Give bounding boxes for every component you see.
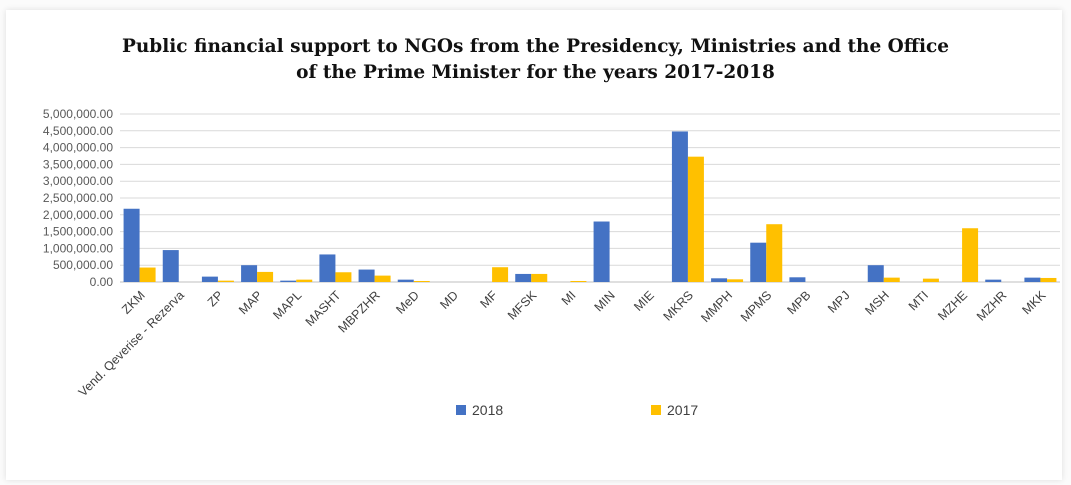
bar-2017-mbpzhr: [374, 275, 391, 282]
x-category-label: MZHE: [935, 288, 970, 323]
bar-2017-masht: [335, 272, 352, 282]
bar-2017-msh: [883, 277, 900, 282]
x-category-label: MD: [437, 288, 461, 312]
bar-2018-msh: [867, 265, 884, 282]
x-category-label: MZHR: [974, 288, 1009, 323]
bar-2018-zkm: [123, 208, 140, 282]
x-category-label: MKK: [1019, 288, 1049, 318]
bar-2017-mpms: [766, 224, 783, 282]
x-category-label: MBPZHR: [335, 288, 382, 335]
y-tick-label: 3,500,000.00: [43, 157, 113, 171]
bar-2018-mpms: [750, 242, 767, 282]
bars: [123, 131, 1057, 282]
x-category-label: MSH: [862, 288, 892, 318]
x-category-label: MMPH: [698, 288, 735, 325]
bar-2018-mmph: [711, 278, 728, 282]
bar-2018-mkrs: [671, 131, 688, 282]
bar-2018-map: [241, 265, 258, 282]
legend-label-2017: 2017: [667, 402, 698, 418]
x-category-label: MAP: [236, 288, 265, 317]
chart-title-line-2: of the Prime Minister for the years 2017…: [296, 62, 775, 83]
x-category-label: MIE: [631, 288, 657, 314]
legend: 2018 2017: [456, 402, 698, 418]
bar-2018-min: [593, 221, 610, 282]
bar-2017-mkrs: [687, 156, 704, 282]
legend-label-2018: 2018: [472, 402, 503, 418]
x-category-label: ZP: [205, 288, 226, 309]
bar-2017-map: [257, 271, 274, 282]
bar-2018-mpb: [789, 277, 806, 282]
y-tick-label: 3,000,000.00: [43, 174, 113, 188]
y-axis-ticks: 0.00 500,000.00 1,000,000.00 1,500,000.00 2,…: [43, 107, 113, 289]
y-tick-label: 500,000.00: [53, 258, 113, 272]
x-category-label: MKRS: [661, 288, 696, 323]
y-tick-label: 5,000,000.00: [43, 107, 113, 121]
x-category-label: ZKM: [119, 288, 148, 317]
bar-2017-mmph: [727, 279, 744, 282]
y-tick-label: 1,500,000.00: [43, 225, 113, 239]
bar-2017-mi: [570, 280, 587, 282]
x-category-label: MTI: [906, 288, 931, 313]
legend-swatch-2017: [651, 405, 661, 415]
x-category-label: MAPL: [270, 288, 304, 322]
bar-2018-vend-qeverise-rezerva: [162, 250, 179, 282]
y-tick-label: 1,000,000.00: [43, 241, 113, 255]
y-tick-label: 0.00: [90, 275, 114, 289]
bar-2018-med: [397, 279, 414, 282]
x-category-label: MFSK: [505, 288, 540, 323]
chart-title: Public financial support to NGOs from th…: [0, 34, 1071, 86]
y-tick-label: 2,500,000.00: [43, 191, 113, 205]
y-tick-label: 2,000,000.00: [43, 208, 113, 222]
bar-2017-mkk: [1040, 277, 1057, 282]
bar-2018-mkk: [1024, 277, 1041, 282]
bar-2018-mbpzhr: [358, 269, 375, 282]
x-category-label: MPB: [784, 288, 813, 317]
x-category-label: MPMS: [738, 288, 774, 324]
grid-lines: [120, 113, 1060, 283]
bar-2018-masht: [319, 254, 336, 282]
x-category-label: MPJ: [825, 288, 853, 316]
bar-2018-mfsk: [515, 273, 532, 282]
x-category-label: MI: [559, 288, 579, 308]
bar-2018-mapl: [280, 280, 297, 282]
x-category-label: MIN: [592, 288, 618, 314]
bar-2017-mf: [492, 267, 509, 282]
x-category-label: MeD: [393, 288, 422, 317]
x-category-label: MF: [478, 288, 501, 311]
bar-2017-zp: [217, 280, 234, 282]
chart-panel: [6, 10, 1062, 480]
y-tick-label: 4,500,000.00: [43, 124, 113, 138]
bar-2017-mzhe: [962, 228, 979, 282]
bar-2018-mzhr: [985, 279, 1002, 282]
bar-2017-zkm: [139, 267, 156, 282]
bar-2017-mfsk: [531, 273, 548, 282]
bar-2018-zp: [201, 276, 218, 282]
chart-title-line-1: Public financial support to NGOs from th…: [121, 36, 950, 57]
legend-swatch-2018: [456, 405, 466, 415]
bar-2017-mapl: [296, 279, 313, 282]
bar-2017-mti: [922, 278, 939, 282]
y-tick-label: 4,000,000.00: [43, 141, 113, 155]
bar-2017-med: [413, 280, 430, 282]
